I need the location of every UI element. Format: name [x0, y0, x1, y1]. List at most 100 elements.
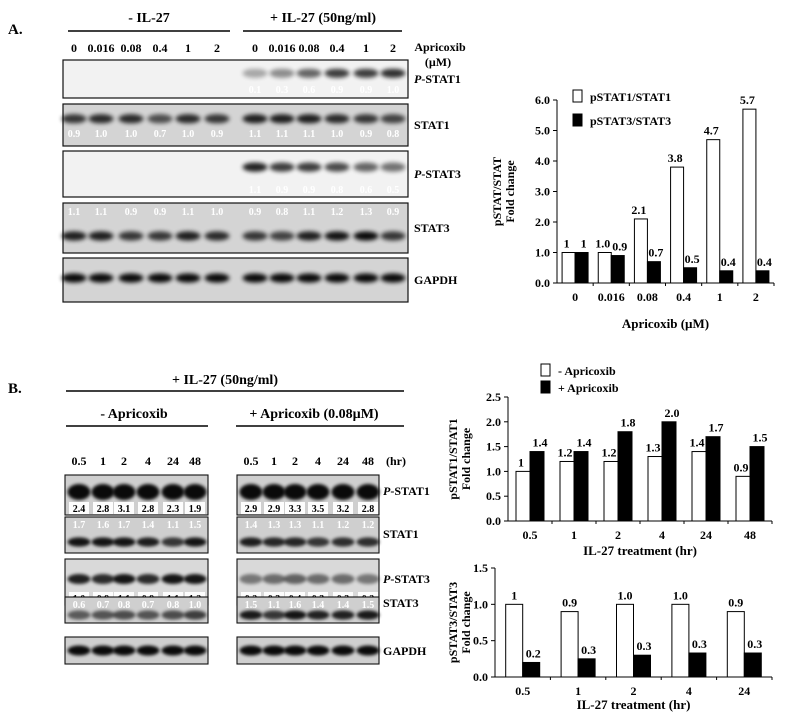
- band-quant-value: 1.1: [276, 129, 289, 140]
- time-label: 24: [167, 454, 179, 468]
- blot-band: [262, 610, 286, 620]
- bar-data-label: 0.9: [612, 240, 627, 254]
- y-tick-label: 3.0: [535, 185, 550, 199]
- blot-band: [306, 484, 330, 500]
- legend-swatch-black: [540, 380, 551, 394]
- blot-b-row-label-rest: -STAT1: [390, 484, 430, 498]
- band-quant-value: 2.4: [73, 504, 86, 515]
- quant-backdrop: [185, 502, 205, 514]
- band-quant-value: 0.5: [387, 185, 400, 196]
- blot-band: [269, 231, 295, 241]
- blot-band: [296, 273, 322, 283]
- y-tick-label: 5.0: [535, 124, 550, 138]
- bar-black: [661, 421, 677, 522]
- x-axis-title: IL-27 treatment (hr): [583, 543, 697, 558]
- y-tick-label: 0.5: [473, 634, 488, 648]
- blot-band: [380, 68, 406, 78]
- blot-a-frame: [62, 150, 409, 198]
- bar-data-label: 0.7: [648, 246, 663, 260]
- band-quant-value: 1.7: [118, 520, 131, 531]
- blot-band: [161, 537, 185, 547]
- bar-white: [726, 611, 745, 678]
- blot-b-frame: [236, 516, 380, 554]
- band-quant-value: 0.9: [125, 207, 138, 218]
- panel-letter-b: B.: [8, 381, 22, 397]
- band-quant-value: 2.9: [245, 504, 258, 515]
- blot-a-row-label: P-STAT3: [414, 167, 461, 181]
- blot-band: [324, 231, 350, 241]
- blot-band: [242, 231, 268, 241]
- bar-black: [743, 652, 762, 678]
- blot-b-row-label: STAT3: [383, 596, 419, 610]
- blot-a-row-label: STAT3: [414, 221, 450, 235]
- bar-data-label: 0.4: [721, 255, 736, 269]
- blot-band: [324, 273, 350, 283]
- blot-band: [356, 645, 380, 656]
- bar-data-label: 0.3: [747, 637, 762, 651]
- band-quant-value: 0.7: [142, 600, 155, 611]
- band-quant-value: 0.7: [97, 600, 110, 611]
- blot-band: [380, 273, 406, 283]
- blot-band: [118, 114, 144, 124]
- band-quant-value: 2.8: [362, 504, 375, 515]
- blot-band: [161, 610, 185, 620]
- bar-white: [505, 603, 524, 678]
- blot-band: [67, 537, 91, 547]
- blot-band: [296, 162, 322, 172]
- band-quant-value: 1.1: [312, 520, 325, 531]
- blot-band: [356, 610, 380, 620]
- blot-band: [112, 645, 136, 656]
- y-tick-label: 0.0: [486, 514, 501, 528]
- blot-band: [353, 231, 379, 241]
- blot-band: [67, 574, 91, 584]
- blot-band: [136, 537, 160, 547]
- blot-band: [61, 273, 87, 283]
- band-quant-value: 1.5: [189, 520, 202, 531]
- bar-data-label: 1.0: [673, 588, 688, 602]
- concentration-label: 1: [185, 41, 191, 55]
- bar-data-label: 0.2: [526, 646, 541, 660]
- blot-band: [262, 537, 286, 547]
- minus-apricoxib-label: - Apricoxib: [100, 407, 167, 422]
- bar-data-label: 1: [518, 455, 524, 469]
- band-quant-value: 2.8: [142, 504, 155, 515]
- band-quant-value: 1.6: [289, 600, 302, 611]
- time-label: 4: [145, 454, 151, 468]
- blot-band: [242, 114, 268, 124]
- blot-band: [331, 537, 355, 547]
- band-quant-value: 0.9: [249, 207, 262, 218]
- bar-white: [559, 460, 575, 522]
- x-tick-label: 0.4: [676, 290, 691, 304]
- y-tick-label: 2.0: [535, 215, 550, 229]
- band-quant-value: 1.0: [387, 85, 400, 96]
- bar-data-label: 1.3: [646, 441, 661, 455]
- bar-white: [670, 166, 685, 284]
- bar-data-label: 0.3: [637, 639, 652, 653]
- blot-band: [306, 537, 330, 547]
- bar-white: [603, 460, 619, 522]
- blot-a-row-label: STAT1: [414, 118, 450, 132]
- y-axis-title: pSTAT3/STAT3Fold change: [446, 582, 473, 663]
- blot-band: [353, 114, 379, 124]
- band-quant-value: 1.1: [249, 129, 262, 140]
- blot-b-row-label: STAT1: [383, 527, 419, 541]
- y-tick-label: 0.0: [473, 670, 488, 684]
- blot-band: [306, 574, 330, 584]
- band-quant-value: 3.3: [289, 504, 302, 515]
- concentration-label: 0: [71, 41, 77, 55]
- minus-il27-label: - IL-27: [128, 11, 170, 26]
- y-axis-title-line: Fold change: [459, 591, 473, 654]
- band-quant-value: 1.1: [268, 600, 281, 611]
- blot-b-row-label-italic-prefix: P: [383, 484, 391, 498]
- band-quant-value: 1.1: [249, 185, 262, 196]
- blot-band: [242, 162, 268, 172]
- blot-band: [91, 484, 115, 500]
- bar-white: [597, 252, 612, 284]
- blot-band: [306, 610, 330, 620]
- blot-a-row-label-italic-prefix: P: [414, 72, 422, 86]
- band-quant-value: 0.8: [118, 600, 131, 611]
- blot-band: [353, 68, 379, 78]
- blot-b-frame: [236, 596, 380, 624]
- blot-band: [136, 484, 160, 500]
